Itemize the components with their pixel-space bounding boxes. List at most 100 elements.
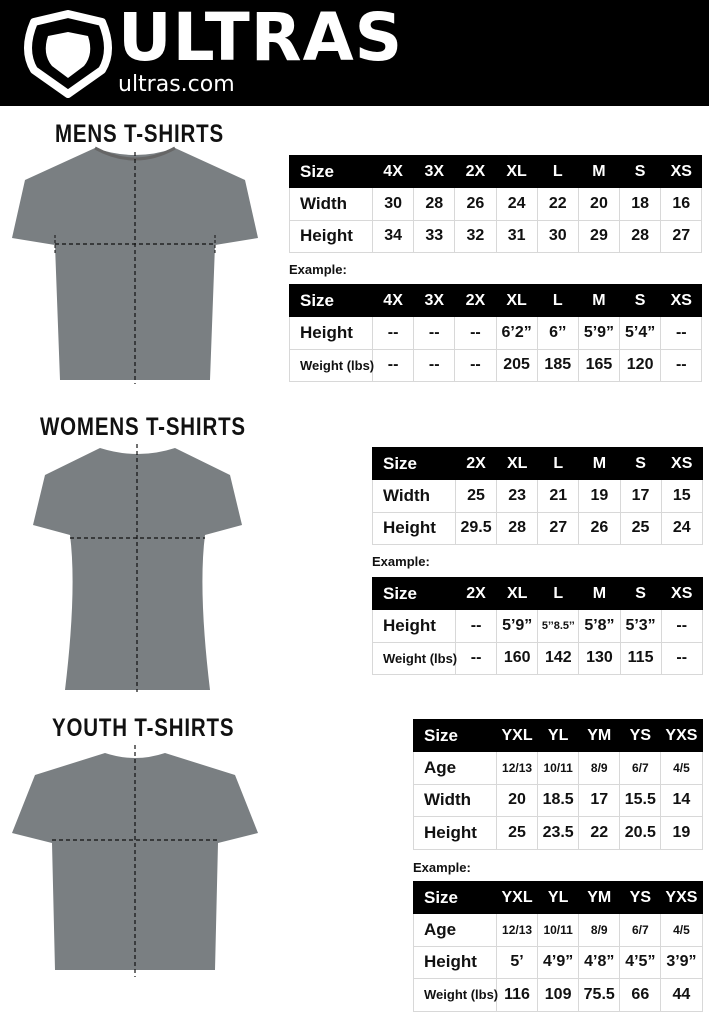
table-cell: 44 [660, 978, 703, 1012]
row-label: Age [413, 751, 497, 785]
column-header: M [578, 447, 621, 480]
table-cell: 17 [578, 783, 621, 817]
column-header: XS [660, 284, 703, 317]
table-row: Height 29.5 28 27 26 25 24 [372, 511, 703, 545]
table-cell: -- [371, 316, 415, 350]
table-cell: 165 [577, 348, 621, 382]
table-cell: 23 [496, 479, 539, 513]
table-cell: 4/5 [660, 913, 703, 947]
table-cell: 4’9” [537, 945, 580, 979]
table-cell: 6/7 [619, 913, 662, 947]
table-cell: 205 [495, 348, 538, 382]
table-cell: -- [660, 348, 703, 382]
column-header: XS [660, 577, 703, 610]
table-cell: 19 [660, 816, 703, 850]
table-cell: 66 [619, 978, 662, 1012]
table-cell: -- [454, 348, 497, 382]
table-cell: 116 [495, 978, 539, 1012]
table-row: Weight (lbs) -- 160 142 130 115 -- [372, 641, 703, 675]
mens-example-label: Example: [289, 262, 347, 277]
column-header: S [619, 577, 662, 610]
table-header-row: Size 4X 3X 2X XL L M S XS [289, 284, 703, 317]
column-header: XL [496, 447, 539, 480]
column-header: YM [578, 881, 621, 914]
table-row: Height -- 5’9” 5’’8.5’’ 5’8” 5’3” -- [372, 609, 703, 643]
table-cell: 30 [536, 219, 579, 253]
row-label: Width [413, 783, 497, 817]
table-cell: 23.5 [537, 816, 580, 850]
table-cell: 4’8” [578, 945, 621, 979]
table-cell: 26 [454, 187, 497, 221]
mens-title: MENS T-SHIRTS [55, 120, 224, 148]
column-header: XL [495, 155, 538, 188]
table-cell: 28 [619, 219, 662, 253]
table-cell: 10/11 [537, 913, 580, 947]
column-header: XL [495, 284, 538, 317]
mens-example-table: Size 4X 3X 2X XL L M S XS Height -- -- -- 6’2” 6’’ 5’9”… [289, 284, 703, 382]
column-header: 2X [454, 284, 497, 317]
table-header-row: Size YXL YL YM YS YXS [413, 719, 703, 752]
table-cell: 5’3” [619, 609, 662, 643]
table-cell: 4’5” [619, 945, 662, 979]
column-header: YL [537, 881, 580, 914]
womens-tshirt-image [33, 444, 242, 692]
table-cell: 25 [454, 479, 498, 513]
table-cell: 21 [537, 479, 580, 513]
table-header-row: Size 4X 3X 2X XL L M S XS [289, 155, 703, 188]
table-cell: 31 [495, 219, 538, 253]
table-row: Age 12/13 10/11 8/9 6/7 4/5 [413, 913, 703, 947]
column-header: S [619, 155, 662, 188]
table-cell: 28 [413, 187, 456, 221]
table-cell: 17 [619, 479, 662, 513]
table-cell: 20 [495, 783, 539, 817]
womens-example-table: Size 2X XL L M S XS Height -- 5’9” 5’’8.5’’ 5’8” 5’3… [372, 577, 703, 675]
table-row: Width 25 23 21 19 17 15 [372, 479, 703, 513]
table-cell: -- [454, 641, 498, 675]
table-cell: 32 [454, 219, 497, 253]
table-cell: 6’2” [495, 316, 538, 350]
column-header: Size [413, 719, 497, 752]
table-cell: 8/9 [578, 913, 621, 947]
youth-title: YOUTH T-SHIRTS [52, 714, 235, 742]
column-header: L [537, 447, 580, 480]
header-banner: ULTRAS ultras.com [0, 0, 709, 106]
row-label: Height [289, 219, 373, 253]
table-cell: 142 [537, 641, 580, 675]
table-cell: 4/5 [660, 751, 703, 785]
table-row: Height 25 23.5 22 20.5 19 [413, 816, 703, 850]
table-cell: 6’’ [536, 316, 579, 350]
table-cell: 27 [537, 511, 580, 545]
column-header: Size [289, 155, 373, 188]
table-cell: 3’9” [660, 945, 703, 979]
table-cell: 22 [536, 187, 579, 221]
row-label: Width [372, 479, 456, 513]
column-header: Size [372, 447, 456, 480]
row-label: Height [372, 511, 456, 545]
table-cell: 109 [537, 978, 580, 1012]
column-header: XS [660, 155, 703, 188]
shield-logo-icon [24, 10, 112, 98]
table-cell: 160 [496, 641, 539, 675]
brand-name: ULTRAS [118, 0, 404, 76]
table-row: Weight (lbs) -- -- -- 205 185 165 120 -- [289, 348, 703, 382]
column-header: YXS [660, 881, 703, 914]
row-label: Height [413, 816, 497, 850]
youth-example-table: Size YXL YL YM YS YXS Age 12/13 10/11 8/9 6/7 4/5 He… [413, 881, 703, 1012]
column-header: XS [660, 447, 703, 480]
womens-size-table: Size 2X XL L M S XS Width 25 23 21 19 17 15 Height 29.5… [372, 447, 703, 545]
column-header: M [577, 284, 621, 317]
youth-size-table: Size YXL YL YM YS YXS Age 12/13 10/11 8/9 6/7 4/5 Wi… [413, 719, 703, 850]
column-header: YS [619, 881, 662, 914]
column-header: 4X [371, 155, 415, 188]
table-cell: 20 [577, 187, 621, 221]
row-label: Height [289, 316, 373, 350]
table-row: Height -- -- -- 6’2” 6’’ 5’9” 5’4” -- [289, 316, 703, 350]
table-cell: 15 [660, 479, 703, 513]
table-header-row: Size 2X XL L M S XS [372, 447, 703, 480]
row-label: Height [413, 945, 497, 979]
column-header: Size [413, 881, 497, 914]
womens-example-label: Example: [372, 554, 430, 569]
table-cell: 75.5 [578, 978, 621, 1012]
column-header: Size [372, 577, 456, 610]
table-cell: 5’4” [619, 316, 662, 350]
